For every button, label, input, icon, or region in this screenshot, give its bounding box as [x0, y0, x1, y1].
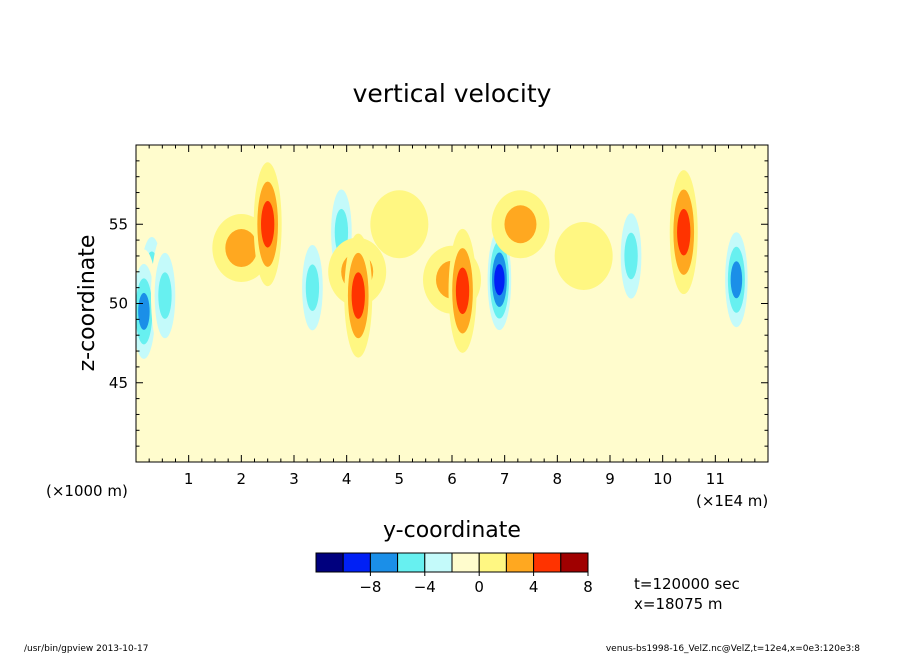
contour-feature-9-level-1	[370, 190, 429, 259]
x-tick-label: 2	[237, 470, 247, 488]
colorbar-tick-label: −8	[359, 578, 381, 596]
x-tick-label: 7	[500, 470, 510, 488]
x-axis: 1 2 3 4 5 6 7 8 9 10 11	[135, 145, 769, 488]
y-axis-label: z-coordinate	[75, 235, 100, 372]
position-info: x=18075 m	[634, 595, 723, 613]
contour-feature-14-level-1	[554, 221, 613, 290]
colorbar-tick-label: 4	[529, 578, 539, 596]
y-tick-label: 50	[109, 295, 128, 313]
x-tick-label: 11	[706, 470, 725, 488]
contour-feature-8-level-3	[351, 272, 365, 319]
colorbar-swatch	[315, 552, 344, 573]
x-tick-label: 10	[653, 470, 672, 488]
colorbar-swatch	[451, 552, 480, 573]
colorbar-tick-label: −4	[414, 578, 436, 596]
contour-feature-11-level-3	[455, 267, 470, 315]
x-tick-label: 3	[289, 470, 299, 488]
x-tick-label: 9	[605, 470, 615, 488]
x-unit-left: (×1000 m)	[46, 482, 128, 500]
colorbar-swatch	[424, 552, 453, 573]
contour-feature-16-level-3	[677, 208, 691, 256]
colorbar-swatch	[369, 552, 399, 573]
time-info: t=120000 sec	[634, 575, 740, 593]
contour-feature-4-level-3	[261, 200, 275, 248]
contour-feature-1-level-4	[138, 292, 150, 330]
colorbar-tick-label: 8	[583, 578, 593, 596]
contour-feature-17-level-4	[730, 261, 743, 299]
contour-feature-13-level-2	[504, 205, 537, 244]
x-tick-label: 1	[184, 470, 194, 488]
x-tick-label: 5	[395, 470, 405, 488]
x-unit-right: (×1E4 m)	[696, 492, 768, 510]
x-tick-label: 6	[447, 470, 457, 488]
chart-title: vertical velocity	[353, 79, 552, 108]
contour-feature-3-level-2	[225, 229, 258, 268]
x-axis-label: y-coordinate	[383, 518, 521, 543]
colorbar-swatch	[560, 552, 589, 573]
colorbar-swatch	[397, 552, 426, 573]
colorbar-swatch	[342, 552, 371, 573]
x-tick-label: 8	[553, 470, 563, 488]
footer-left: /usr/bin/gpview 2013-10-17	[24, 644, 148, 654]
contour-feature-12-level-5	[494, 264, 505, 296]
y-tick-label: 45	[109, 374, 128, 392]
colorbar-swatch	[478, 552, 507, 573]
y-axis: 45 50 55	[109, 144, 768, 463]
colorbar-swatch	[505, 552, 535, 573]
x-tick-label: 4	[342, 470, 352, 488]
y-tick-label: 55	[109, 215, 128, 233]
colorbar-tick-label: 0	[474, 578, 484, 596]
contour-field	[136, 162, 751, 374]
colorbar-swatch	[533, 552, 562, 573]
contour-feature-15-level-3	[624, 232, 638, 280]
colorbar: −8 −4 0 4 8	[315, 552, 593, 596]
footer-right: venus-bs1998-16_VelZ.nc@VelZ,t=12e4,x=0e…	[606, 644, 860, 654]
contour-feature-5-level-3	[305, 264, 320, 311]
contour-feature-2-level-3	[158, 272, 172, 319]
